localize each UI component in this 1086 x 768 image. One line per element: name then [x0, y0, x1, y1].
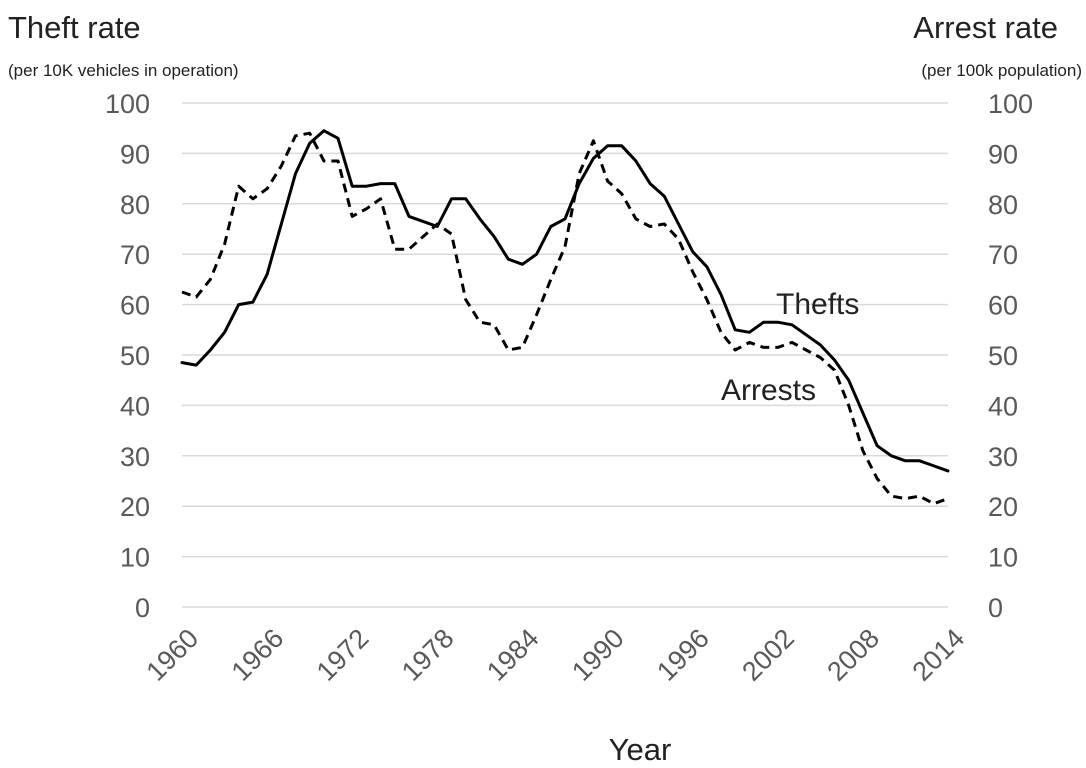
left-y-tick-label: 70 — [120, 240, 150, 270]
left-y-tick-label: 90 — [120, 139, 150, 169]
left-y-tick-label: 30 — [120, 442, 150, 472]
left-y-tick-label: 10 — [120, 543, 150, 573]
annotation-thefts: Thefts — [776, 288, 859, 321]
right-y-axis-ticks: 0 10 20 30 40 50 60 70 80 90 100 — [988, 89, 1033, 623]
x-tick-label: 2014 — [907, 623, 971, 687]
right-y-tick-label: 0 — [988, 593, 1003, 623]
gridlines — [182, 102, 948, 608]
x-axis-title: Year — [609, 732, 672, 767]
right-y-tick-label: 80 — [988, 190, 1018, 220]
left-y-tick-label: 80 — [120, 190, 150, 220]
right-axis-title: Arrest rate — [913, 10, 1058, 45]
x-tick-label: 1960 — [141, 623, 205, 687]
x-tick-label: 2008 — [821, 623, 885, 687]
right-y-tick-label: 10 — [988, 543, 1018, 573]
right-y-tick-label: 30 — [988, 442, 1018, 472]
annotation-arrests: Arrests — [721, 374, 816, 407]
x-tick-label: 1984 — [481, 623, 545, 687]
right-y-tick-label: 100 — [988, 89, 1033, 119]
right-y-tick-label: 60 — [988, 291, 1018, 321]
left-y-tick-label: 40 — [120, 391, 150, 421]
left-axis-subtitle: (per 10K vehicles in operation) — [8, 61, 239, 80]
x-axis-ticks: 1960 1966 1972 1978 1984 1990 1996 2002 2008 2014 — [141, 623, 971, 687]
right-y-tick-label: 90 — [988, 139, 1018, 169]
left-y-axis-ticks: 0 10 20 30 40 50 60 70 80 90 100 — [105, 89, 150, 623]
series-lines — [180, 129, 950, 506]
series-line-thefts — [180, 129, 950, 473]
right-axis-subtitle: (per 100k population) — [921, 61, 1082, 80]
right-y-tick-label: 20 — [988, 492, 1018, 522]
x-tick-label: 1972 — [311, 623, 375, 687]
left-axis-title: Theft rate — [8, 10, 141, 45]
left-y-tick-label: 20 — [120, 492, 150, 522]
left-y-tick-label: 50 — [120, 341, 150, 371]
left-y-tick-label: 60 — [120, 291, 150, 321]
right-y-tick-label: 50 — [988, 341, 1018, 371]
x-tick-label: 1966 — [226, 623, 290, 687]
x-tick-label: 2002 — [736, 623, 800, 687]
left-y-tick-label: 100 — [105, 89, 150, 119]
x-tick-label: 1978 — [396, 623, 460, 687]
x-tick-label: 1990 — [566, 623, 630, 687]
left-y-tick-label: 0 — [135, 593, 150, 623]
series-line-arrests — [181, 131, 949, 506]
right-y-tick-label: 40 — [988, 391, 1018, 421]
right-y-tick-label: 70 — [988, 240, 1018, 270]
x-tick-label: 1996 — [651, 623, 715, 687]
